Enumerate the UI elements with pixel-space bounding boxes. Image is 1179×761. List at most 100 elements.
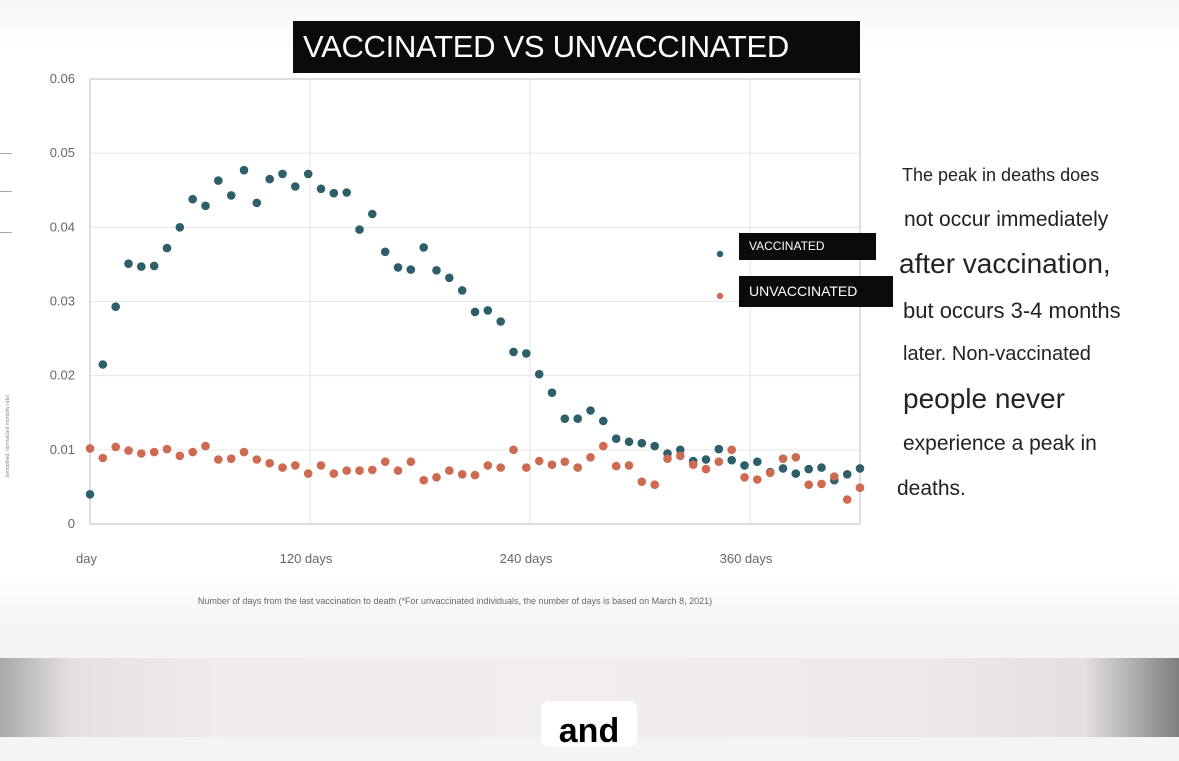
vaccinated-point (419, 243, 429, 252)
y-tick-label: 0.04 (50, 219, 75, 234)
chart-title: VACCINATED VS UNVACCINATED (293, 21, 860, 73)
vaccinated-point (534, 369, 544, 379)
vaccinated-point (701, 455, 711, 464)
legend-label-unvaccinated: UNVACCINATED (739, 276, 893, 307)
unvaccinated-point (85, 444, 95, 453)
vaccinated-point (509, 347, 518, 357)
y-tick-label: 0.03 (50, 294, 75, 309)
unvaccinated-point (753, 475, 762, 484)
side-text-line: later. Non-vaccinated (903, 343, 1091, 365)
vaccinated-point (855, 464, 865, 473)
unvaccinated-point (791, 453, 801, 462)
edge-tick-mark (0, 153, 12, 154)
unvaccinated-point (98, 453, 108, 463)
unvaccinated-point (380, 457, 390, 467)
vaccinated-point (842, 470, 852, 479)
vaccinated-point (676, 445, 685, 455)
unvaccinated-point (303, 469, 313, 478)
vaccinated-point (175, 223, 185, 232)
vaccinated-point (740, 461, 749, 470)
unvaccinated-point (573, 463, 582, 472)
unvaccinated-point (355, 466, 364, 475)
unvaccinated-point (457, 470, 467, 479)
vaccinated-point (637, 438, 647, 448)
vaccinated-point (239, 165, 249, 175)
y-axis-title: (smoothed, normalized mortality rate) (5, 394, 11, 477)
vaccinated-point (445, 273, 454, 283)
vaccinated-point (483, 306, 493, 315)
vaccinated-point (432, 266, 441, 275)
unvaccinated-point (432, 473, 441, 482)
unvaccinated-point (560, 457, 570, 467)
vaccinated-point (214, 176, 223, 185)
chart-grid (90, 79, 860, 524)
unvaccinated-point (663, 454, 672, 464)
vaccinated-point (406, 265, 416, 274)
unvaccinated-point (419, 475, 429, 485)
unvaccinated-point (124, 446, 133, 455)
vaccinated-point (137, 262, 146, 271)
unvaccinated-point (162, 444, 172, 454)
unvaccinated-point (522, 463, 531, 472)
vaccinated-point (586, 406, 595, 415)
legend-marker-vaccinated (716, 250, 724, 258)
y-tick-label: 0.05 (50, 145, 75, 160)
unvaccinated-point (483, 461, 493, 470)
unvaccinated-point (740, 473, 749, 482)
y-tick-label: 0.06 (50, 71, 75, 86)
unvaccinated-point (842, 495, 852, 504)
unvaccinated-point (175, 451, 185, 461)
unvaccinated-point (611, 461, 621, 471)
side-text-line: not occur immediately (904, 208, 1109, 231)
vaccinated-point (817, 463, 826, 472)
unvaccinated-point (470, 470, 480, 480)
vaccinated-point (342, 188, 352, 197)
unvaccinated-point (445, 466, 454, 475)
vaccinated-point (547, 388, 557, 398)
x-tick-label: 360 days (720, 551, 773, 566)
vaccinated-point (111, 302, 120, 312)
unvaccinated-point (855, 483, 865, 493)
unvaccinated-point (265, 458, 275, 468)
unvaccinated-point (368, 465, 377, 475)
vaccinated-point (355, 225, 364, 234)
vaccinated-point (291, 182, 300, 191)
unvaccinated-point (406, 457, 416, 467)
vaccinated-point (804, 464, 813, 474)
unvaccinated-point (316, 461, 326, 470)
side-text-line: deaths. (897, 477, 966, 500)
vaccinated-point (624, 437, 634, 447)
vaccinated-point (265, 174, 275, 184)
unvaccinated-point (509, 445, 518, 455)
edge-tick-mark (0, 232, 12, 233)
unvaccinated-point (496, 463, 506, 472)
vaccinated-point (124, 259, 133, 269)
unvaccinated-point (830, 472, 839, 481)
unvaccinated-point (329, 469, 339, 478)
vaccinated-point (316, 184, 326, 194)
vaccinated-point (778, 464, 788, 473)
unvaccinated-point (547, 460, 557, 470)
x-axis: day 120 days 240 days 360 days (76, 551, 773, 566)
unvaccinated-point (534, 456, 544, 466)
x-tick-label: 240 days (500, 551, 553, 566)
unvaccinated-point (714, 457, 724, 467)
legend-marker-unvaccinated (716, 292, 724, 300)
unvaccinated-point (278, 463, 287, 472)
vaccinated-point (380, 247, 390, 257)
slide-panel (0, 0, 1179, 625)
vaccinated-point (226, 191, 236, 200)
unvaccinated-point (765, 468, 775, 478)
vaccinated-point (791, 469, 801, 478)
unvaccinated-point (637, 477, 647, 487)
y-tick-label: 0.01 (50, 442, 75, 457)
y-tick-label: 0.02 (50, 368, 75, 383)
vaccinated-point (573, 414, 582, 424)
unvaccinated-point (149, 447, 159, 457)
vaccinated-point (368, 209, 377, 219)
vaccinated-point (252, 198, 262, 208)
vaccinated-point (522, 349, 531, 358)
x-tick-label: 120 days (280, 551, 333, 566)
side-text-line: people never (903, 383, 1065, 414)
vaccinated-point (457, 286, 467, 295)
